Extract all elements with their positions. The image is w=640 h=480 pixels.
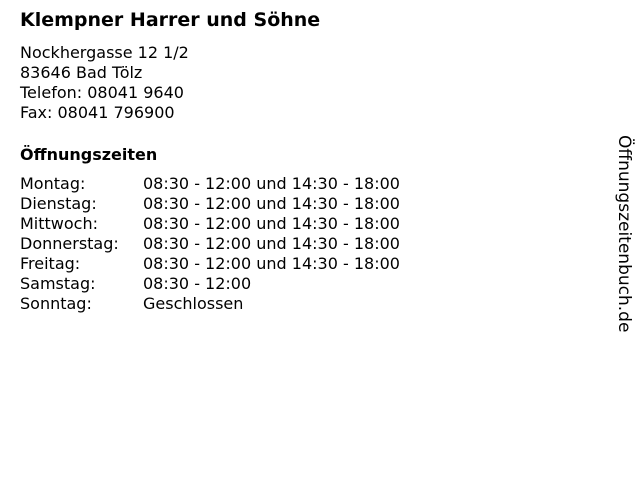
day-label: Samstag:	[20, 274, 96, 293]
address-block: Nockhergasse 12 1/2 83646 Bad Tölz Telef…	[20, 43, 189, 123]
day-label: Donnerstag:	[20, 234, 119, 253]
day-time: 08:30 - 12:00 und 14:30 - 18:00	[143, 174, 400, 193]
day-time: 08:30 - 12:00 und 14:30 - 18:00	[143, 254, 400, 273]
hours-heading: Öffnungszeiten	[20, 145, 158, 164]
day-time: 08:30 - 12:00 und 14:30 - 18:00	[143, 194, 400, 213]
hours-row: Dienstag: 08:30 - 12:00 und 14:30 - 18:00	[20, 194, 400, 214]
hours-row: Samstag: 08:30 - 12:00	[20, 274, 400, 294]
day-label: Mittwoch:	[20, 214, 98, 233]
day-label: Sonntag:	[20, 294, 92, 313]
hours-table: Montag: 08:30 - 12:00 und 14:30 - 18:00 D…	[20, 174, 400, 314]
day-time: Geschlossen	[143, 294, 244, 313]
day-time: 08:30 - 12:00	[143, 274, 252, 293]
fax: Fax: 08041 796900	[20, 103, 175, 122]
hours-row: Donnerstag: 08:30 - 12:00 und 14:30 - 18:…	[20, 234, 400, 254]
hours-row: Montag: 08:30 - 12:00 und 14:30 - 18:00	[20, 174, 400, 194]
brand-watermark: Öffnungszeitenbuch.de	[614, 135, 634, 333]
business-name: Klempner Harrer und Söhne	[20, 9, 321, 31]
day-label: Freitag:	[20, 254, 81, 273]
day-label: Dienstag:	[20, 194, 97, 213]
day-time: 08:30 - 12:00 und 14:30 - 18:00	[143, 214, 400, 233]
hours-row: Mittwoch: 08:30 - 12:00 und 14:30 - 18:00	[20, 214, 400, 234]
city: 83646 Bad Tölz	[20, 63, 143, 82]
hours-row: Sonntag: Geschlossen	[20, 294, 400, 314]
street: Nockhergasse 12 1/2	[20, 43, 189, 62]
day-label: Montag:	[20, 174, 86, 193]
day-time: 08:30 - 12:00 und 14:30 - 18:00	[143, 234, 400, 253]
phone: Telefon: 08041 9640	[20, 83, 184, 102]
hours-row: Freitag: 08:30 - 12:00 und 14:30 - 18:00	[20, 254, 400, 274]
